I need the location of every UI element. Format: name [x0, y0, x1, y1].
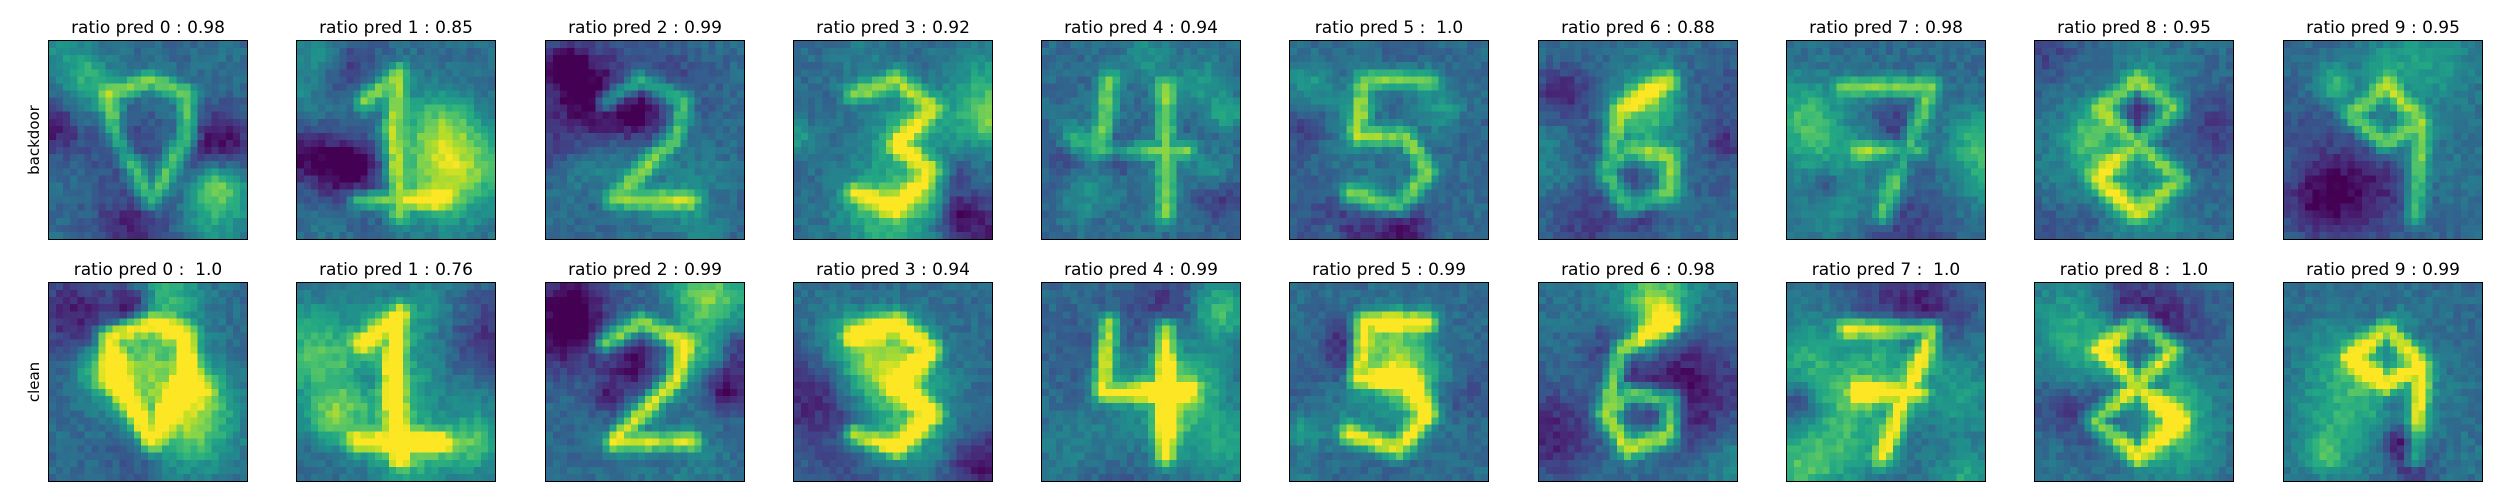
panel-title: ratio pred 1 : 0.76 — [319, 260, 473, 280]
heatmap-image — [1538, 282, 1738, 482]
heatmap-image — [793, 282, 993, 482]
heatmap-image — [296, 40, 496, 240]
heatmap-image — [545, 282, 745, 482]
panel-title: ratio pred 1 : 0.85 — [319, 18, 473, 38]
panel-title: ratio pred 5 : 1.0 — [1314, 18, 1464, 38]
panel-title: ratio pred 3 : 0.92 — [816, 18, 970, 38]
panel-title: ratio pred 2 : 0.99 — [568, 18, 722, 38]
heatmap-image — [1786, 282, 1986, 482]
heatmap-image — [48, 282, 248, 482]
panel-title: ratio pred 9 : 0.99 — [2306, 260, 2460, 280]
heatmap-image — [1041, 40, 1241, 240]
heatmap-image — [2283, 40, 2483, 240]
heatmap-image — [2034, 282, 2234, 482]
panel-title: ratio pred 3 : 0.94 — [816, 260, 970, 280]
panel-title: ratio pred 0 : 0.98 — [71, 18, 225, 38]
row-label-clean: clean — [25, 361, 43, 403]
panel-title: ratio pred 8 : 0.95 — [2057, 18, 2211, 38]
heatmap-image — [793, 40, 993, 240]
heatmap-image — [1289, 40, 1489, 240]
panel-title: ratio pred 4 : 0.94 — [1064, 18, 1218, 38]
heatmap-image — [2283, 282, 2483, 482]
heatmap-image — [296, 282, 496, 482]
heatmap-image — [2034, 40, 2234, 240]
panel-title: ratio pred 0 : 1.0 — [73, 260, 223, 280]
heatmap-image — [545, 40, 745, 240]
panel-title: ratio pred 6 : 0.88 — [1561, 18, 1715, 38]
heatmap-image — [1289, 282, 1489, 482]
heatmap-image — [1538, 40, 1738, 240]
panel-title: ratio pred 7 : 1.0 — [1811, 260, 1961, 280]
heatmap-image — [48, 40, 248, 240]
heatmap-image — [1041, 282, 1241, 482]
panel-title: ratio pred 2 : 0.99 — [568, 260, 722, 280]
row-label-backdoor: backdoor — [25, 105, 43, 175]
panel-title: ratio pred 6 : 0.98 — [1561, 260, 1715, 280]
panel-title: ratio pred 7 : 0.98 — [1809, 18, 1963, 38]
panel-title: ratio pred 8 : 1.0 — [2059, 260, 2209, 280]
panel-title: ratio pred 5 : 0.99 — [1312, 260, 1466, 280]
heatmap-image — [1786, 40, 1986, 240]
panel-title: ratio pred 4 : 0.99 — [1064, 260, 1218, 280]
panel-title: ratio pred 9 : 0.95 — [2306, 18, 2460, 38]
